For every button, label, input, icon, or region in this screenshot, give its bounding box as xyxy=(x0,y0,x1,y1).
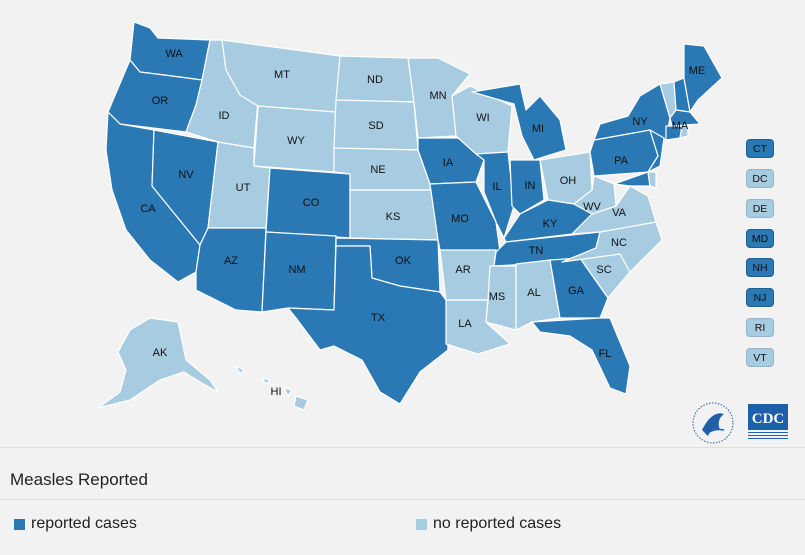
no-reported-swatch xyxy=(416,518,427,530)
small-state-VT[interactable]: VT xyxy=(746,348,774,367)
label-ME: ME xyxy=(688,65,706,77)
small-state-CT[interactable]: CT xyxy=(746,139,774,158)
state-NJ-shape[interactable] xyxy=(647,129,665,173)
label-NM: NM xyxy=(288,264,306,276)
label-AR: AR xyxy=(455,264,471,276)
state-ME[interactable] xyxy=(683,43,723,113)
small-state-NJ[interactable]: NJ xyxy=(746,288,774,307)
label-GA: GA xyxy=(568,285,584,297)
label-IL: IL xyxy=(492,181,502,193)
legend-label-none: no reported cases xyxy=(433,515,562,532)
state-MI[interactable] xyxy=(471,83,567,161)
label-SC: SC xyxy=(596,264,612,276)
label-NC: NC xyxy=(611,237,627,249)
label-MO: MO xyxy=(451,213,469,225)
state-IL[interactable] xyxy=(475,151,515,239)
state-CA[interactable] xyxy=(105,111,201,283)
label-LA: LA xyxy=(458,318,472,330)
label-AK: AK xyxy=(152,347,168,359)
label-AL: AL xyxy=(527,287,541,299)
reported-swatch xyxy=(14,518,25,530)
label-MA: MA xyxy=(671,120,689,132)
label-WI: WI xyxy=(476,112,490,124)
label-PA: PA xyxy=(614,155,628,167)
small-state-RI[interactable]: RI xyxy=(746,318,774,337)
logo-svg: CDC xyxy=(692,402,788,444)
label-WA: WA xyxy=(165,48,183,60)
label-WV: WV xyxy=(583,201,601,213)
label-MN: MN xyxy=(429,90,447,102)
label-SD: SD xyxy=(368,120,384,132)
state-AZ[interactable] xyxy=(195,227,267,313)
label-MS: MS xyxy=(488,291,506,303)
legend-item-none: no reported cases xyxy=(416,515,561,533)
state-HI[interactable] xyxy=(235,365,309,411)
label-VA: VA xyxy=(612,207,626,219)
label-ID: ID xyxy=(218,110,230,122)
label-CA: CA xyxy=(140,203,156,215)
label-ND: ND xyxy=(367,74,383,86)
label-CO: CO xyxy=(302,197,320,209)
label-TN: TN xyxy=(528,245,544,257)
label-WY: WY xyxy=(287,135,305,147)
label-HI: HI xyxy=(270,386,282,398)
state-IN[interactable] xyxy=(509,159,545,215)
small-state-NH[interactable]: NH xyxy=(746,258,774,277)
label-OR: OR xyxy=(151,95,169,107)
legend-label-reported: reported cases xyxy=(31,515,137,532)
state-DE-shape[interactable] xyxy=(647,171,657,189)
label-NV: NV xyxy=(178,169,194,181)
label-OH: OH xyxy=(559,175,577,187)
hhs-eagle-seal-icon xyxy=(692,402,734,444)
label-KY: KY xyxy=(542,218,558,230)
label-NE: NE xyxy=(370,164,386,176)
label-MI: MI xyxy=(531,123,545,135)
cdc-logo-icon xyxy=(748,404,788,439)
state-MA[interactable] xyxy=(669,109,701,127)
map-svg xyxy=(97,21,723,411)
label-AZ: AZ xyxy=(223,255,239,267)
state-NY[interactable] xyxy=(593,83,671,141)
cdc-logo-text: CDC xyxy=(752,411,785,427)
small-state-DC[interactable]: DC xyxy=(746,169,774,188)
state-FL[interactable] xyxy=(531,317,631,395)
state-TX[interactable] xyxy=(287,245,449,405)
label-KS: KS xyxy=(385,211,401,223)
label-NY: NY xyxy=(632,116,648,128)
label-MT: MT xyxy=(274,69,290,81)
state-MS[interactable] xyxy=(485,265,517,331)
small-state-MD[interactable]: MD xyxy=(746,229,774,248)
state-VA[interactable] xyxy=(571,185,657,235)
state-AK[interactable] xyxy=(97,317,219,409)
label-IA: IA xyxy=(442,157,454,169)
legend-item-reported: reported cases xyxy=(14,515,137,533)
label-TX: TX xyxy=(370,312,386,324)
label-OK: OK xyxy=(395,255,411,267)
state-AL[interactable] xyxy=(515,259,561,331)
legend-panel: Measles Reported reported cases no repor… xyxy=(0,447,805,555)
label-UT: UT xyxy=(235,182,251,194)
label-IN: IN xyxy=(524,180,536,192)
us-map: WA OR CA NV ID MT WY UT AZ CO NM ND SD N… xyxy=(97,21,790,446)
small-state-DE[interactable]: DE xyxy=(746,199,774,218)
state-RI-shape[interactable] xyxy=(679,125,689,139)
legend-divider xyxy=(0,499,805,500)
legend-title: Measles Reported xyxy=(10,470,148,489)
agency-logos: CDC xyxy=(690,400,790,446)
label-FL: FL xyxy=(598,348,612,360)
